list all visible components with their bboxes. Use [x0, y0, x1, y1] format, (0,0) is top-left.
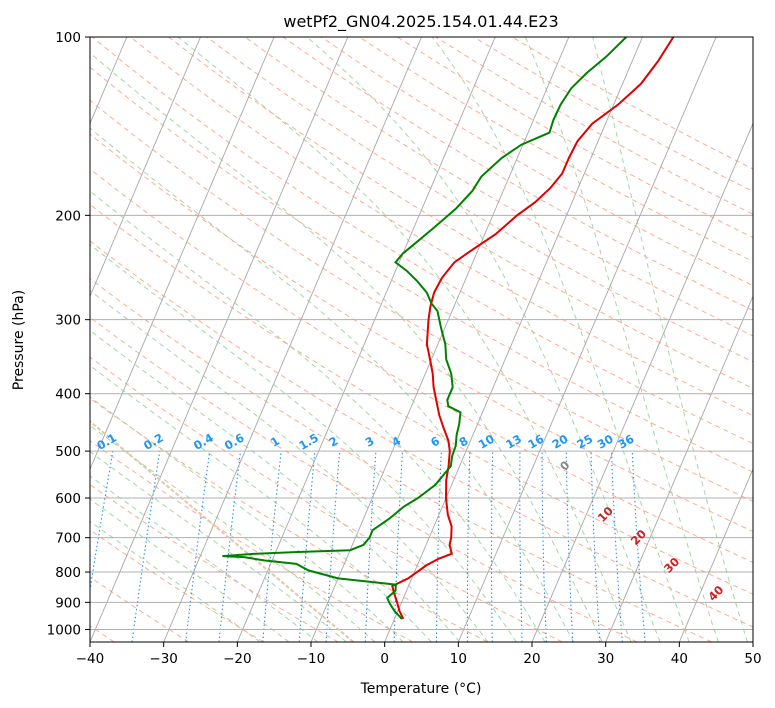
y-tick-label: 800 [55, 565, 81, 581]
x-tick-label: −20 [223, 651, 252, 667]
isotherm-line [678, 467, 753, 642]
y-axis-ticks: 100 200 300 400 500 600 700 800 900 1000 [47, 30, 90, 638]
x-tick-label: −10 [297, 651, 326, 667]
moist-adiabat-line [306, 37, 661, 642]
mixing-ratio-label: 10 [476, 432, 497, 452]
isotherm-line [236, 37, 496, 642]
mixing-ratio-line [90, 451, 114, 594]
mixing-ratio-line [185, 451, 211, 642]
moist-adiabat-line [431, 37, 690, 642]
dry-adiabat-line [130, 37, 753, 417]
moist-adiabat-line [90, 520, 261, 642]
y-tick-label: 200 [55, 208, 81, 224]
x-tick-label: 20 [523, 651, 540, 667]
moist-adiabat-line [90, 127, 575, 642]
x-tick-label: 10 [450, 651, 467, 667]
x-tick-label: −30 [149, 651, 178, 667]
y-tick-label: 1000 [47, 622, 81, 638]
dry-adiabat-line [90, 66, 753, 473]
moist-adiabat-line [90, 243, 517, 642]
y-tick-label: 700 [55, 531, 81, 547]
dry-adiabat-line [206, 37, 753, 363]
mixing-ratio-label: 25 [574, 432, 595, 452]
isotherm-line [163, 37, 422, 642]
isotherm-line [531, 122, 753, 642]
dry-adiabat-line [282, 37, 753, 312]
chart-title: wetPf2_GN04.2025.154.01.44.E23 [283, 12, 558, 32]
dry-adiabat-line [90, 168, 753, 563]
mixing-ratio-label: 20 [550, 432, 571, 452]
moist-adiabat-line [90, 475, 319, 642]
dewpoint-profile-line [222, 37, 628, 620]
x-tick-label: 50 [744, 651, 761, 667]
isotherms [90, 37, 753, 642]
dry-adiabat-line [90, 240, 753, 628]
dry-adiabat-line [90, 397, 488, 642]
y-tick-label: 300 [55, 313, 81, 329]
mixing-ratio-line [262, 451, 282, 642]
isotherm-line [90, 37, 349, 642]
temperature-profile-line [391, 37, 675, 620]
moist-adiabat-line [90, 190, 546, 642]
moist-adiabat-line [90, 451, 347, 642]
mixing-ratio-label: 36 [616, 432, 637, 452]
moist-adiabat-line [524, 37, 719, 642]
dry-adiabat-line [90, 203, 753, 595]
moist-adiabat-line [90, 424, 376, 642]
isotherm-line [90, 37, 275, 471]
dry-adiabat-line [90, 483, 339, 642]
moist-adiabat-line [177, 37, 632, 642]
dry-adiabat-line [90, 133, 753, 533]
plot-frame [89, 36, 754, 643]
moist-adiabat-line [90, 329, 461, 642]
x-tick-label: 0 [380, 651, 389, 667]
x-axis-label: Temperature (°C) [360, 681, 482, 697]
dry-adiabat-line [90, 356, 563, 642]
isotherm-line [90, 37, 201, 298]
y-tick-label: 500 [55, 444, 81, 460]
mixing-ratio-line [218, 451, 242, 642]
pressure-gridlines [90, 37, 753, 630]
moist-adiabat-line [90, 396, 404, 642]
isotherm-line [457, 37, 717, 642]
y-tick-label: 900 [55, 595, 81, 611]
isotherm-line [310, 37, 570, 642]
mixing-ratio-label: 30 [595, 432, 616, 452]
mixing-ratio-line [298, 451, 316, 642]
x-tick-label: 30 [597, 651, 614, 667]
x-tick-label: −40 [76, 651, 105, 667]
mixing-ratio-line [631, 451, 646, 642]
y-tick-label: 400 [55, 387, 81, 403]
moist-adiabat-line [592, 37, 748, 642]
isotherm-line [605, 295, 753, 642]
moist-adiabat-line [90, 364, 432, 642]
moist-adiabats [90, 37, 748, 642]
y-tick-label: 600 [55, 491, 81, 507]
moist-adiabat-line [90, 52, 603, 642]
reference-curve [90, 420, 355, 642]
isotherm-line [384, 37, 643, 642]
y-tick-label: 100 [55, 30, 81, 46]
mixing-ratio-label: 16 [525, 432, 546, 452]
lcl-curve [90, 420, 355, 642]
x-axis-ticks: −40 −30 −20 −10 0 10 20 30 40 50 [76, 642, 762, 667]
x-tick-label: 40 [671, 651, 688, 667]
mixing-ratio-label: 13 [503, 432, 524, 452]
y-axis-label: Pressure (hPa) [11, 290, 27, 390]
moist-adiabat-line [90, 289, 489, 642]
